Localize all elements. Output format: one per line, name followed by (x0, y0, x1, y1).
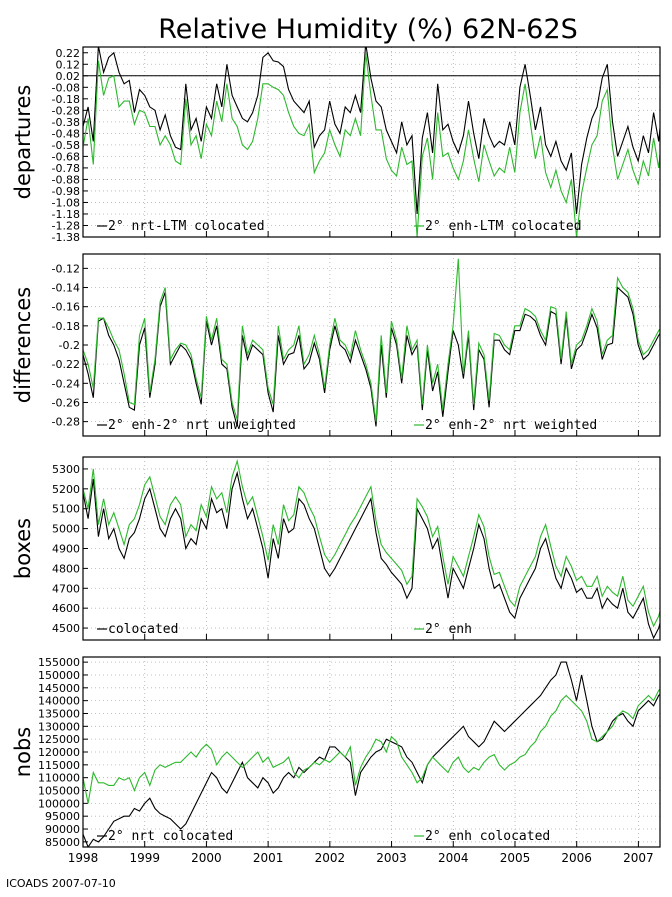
x-tick-label: 2001 (253, 851, 284, 865)
y-axis-label: nobs (11, 727, 35, 777)
y-tick-label: 100000 (38, 797, 80, 810)
y-tick-label: 4800 (52, 562, 80, 575)
y-tick-label: 140000 (38, 695, 80, 708)
y-axis-label: boxes (11, 518, 35, 579)
y-tick-label: 95000 (45, 810, 80, 823)
plot-frame (82, 656, 661, 848)
y-tick-label: -1.38 (52, 231, 80, 244)
legend-label: 2° enh colocated (425, 829, 550, 844)
y-tick-label: -0.2 (59, 339, 80, 352)
x-tick-label: 2004 (438, 851, 469, 865)
y-tick-label: 5300 (52, 463, 80, 476)
panel-departures: 0.220.120.02-0.08-0.18-0.28-0.38-0.48-0.… (11, 46, 661, 244)
y-tick-label: -0.26 (52, 396, 80, 409)
x-tick-label: 2002 (315, 851, 346, 865)
legend-label: 2° enh (425, 622, 472, 637)
y-tick-label: 145000 (38, 682, 80, 695)
y-tick-label: 5100 (52, 503, 80, 516)
series-line-green (83, 52, 660, 237)
y-tick-label: 5200 (52, 483, 80, 496)
y-tick-label: 0.22 (56, 47, 81, 60)
series-line-black (83, 470, 660, 640)
y-tick-label: 135000 (38, 707, 80, 720)
y-tick-label: -1.28 (52, 219, 80, 232)
series-line-black (83, 661, 660, 847)
series-line-green (83, 458, 660, 628)
y-tick-label: -0.18 (52, 93, 80, 106)
y-tick-label: -0.48 (52, 127, 80, 140)
y-tick-label: -0.14 (52, 282, 80, 295)
y-tick-label: -0.88 (52, 173, 80, 186)
plot-frame (82, 253, 661, 437)
panel-boxes: 5300 5200 5100 5000 4900 4800 4700 4600 4500 colo… (11, 456, 661, 641)
x-tick-label: 1998 (68, 851, 99, 865)
y-tick-label: -0.98 (52, 185, 80, 198)
y-tick-label: 150000 (38, 669, 80, 682)
panel-nobs: 1550001500001450001400001350001300001250… (11, 656, 661, 865)
panels: 0.220.120.02-0.08-0.18-0.28-0.38-0.48-0.… (11, 46, 661, 865)
series-line-green (83, 688, 660, 804)
y-tick-label: -0.58 (52, 139, 80, 152)
footer-text: ICOADS 2007-07-10 (6, 877, 116, 890)
y-tick-label: 4700 (52, 582, 80, 595)
x-tick-label: 2006 (561, 851, 592, 865)
y-tick-label: -0.18 (52, 320, 80, 333)
y-tick-label: -0.16 (52, 301, 80, 314)
x-tick-label: 1999 (129, 851, 160, 865)
x-tick-label: 2005 (500, 851, 531, 865)
y-tick-label: 4500 (52, 622, 80, 635)
y-tick-label: 105000 (38, 785, 80, 798)
plot-frame (82, 46, 661, 238)
y-tick-label: -0.28 (52, 416, 80, 429)
y-tick-label: -0.22 (52, 358, 80, 371)
y-tick-label: -0.08 (52, 81, 80, 94)
legend-label: 2° nrt colocated (108, 829, 233, 844)
y-axis-label: departures (11, 85, 35, 200)
y-tick-label: 115000 (38, 759, 80, 772)
legend-label: 2° enh-2° nrt unweighted (108, 418, 296, 433)
series-line-green (83, 258, 660, 422)
y-tick-label: -0.78 (52, 162, 80, 175)
y-tick-label: 110000 (38, 772, 80, 785)
chart-title: Relative Humidity (%) 62N-62S (158, 14, 578, 45)
y-tick-label: 0.02 (56, 70, 81, 83)
y-tick-label: -1.18 (52, 208, 80, 221)
x-tick-label: 2000 (191, 851, 222, 865)
y-tick-label: 155000 (38, 656, 80, 669)
legend-label: colocated (108, 622, 178, 637)
y-tick-label: 120000 (38, 746, 80, 759)
y-tick-label: 90000 (45, 823, 80, 836)
y-tick-label: 125000 (38, 733, 80, 746)
y-tick-label: -0.68 (52, 150, 80, 163)
y-tick-label: 4900 (52, 543, 80, 556)
y-tick-label: 5000 (52, 523, 80, 536)
legend-label: 2° enh-2° nrt weighted (425, 418, 597, 433)
x-tick-label: 2007 (623, 851, 654, 865)
plot-frame (82, 456, 661, 641)
y-tick-label: -0.38 (52, 116, 80, 129)
x-tick-label: 2003 (376, 851, 407, 865)
y-tick-label: 4600 (52, 602, 80, 615)
y-tick-label: 130000 (38, 720, 80, 733)
y-tick-label: -0.24 (52, 377, 80, 390)
y-tick-label: 0.12 (56, 58, 81, 71)
y-tick-label: 85000 (45, 836, 80, 849)
y-tick-label: -0.12 (52, 262, 80, 275)
legend-label: 2° nrt-LTM colocated (108, 219, 265, 234)
y-axis-label: differences (11, 287, 35, 403)
series-line-black (83, 47, 660, 215)
panel-differences: -0.12 -0.14 -0.16 -0.18 -0.2 -0.22 -0.24 -0.26 -… (11, 253, 661, 437)
y-tick-label: -1.08 (52, 196, 80, 209)
legend-label: 2° enh-LTM colocated (425, 219, 582, 234)
y-tick-label: -0.28 (52, 104, 80, 117)
